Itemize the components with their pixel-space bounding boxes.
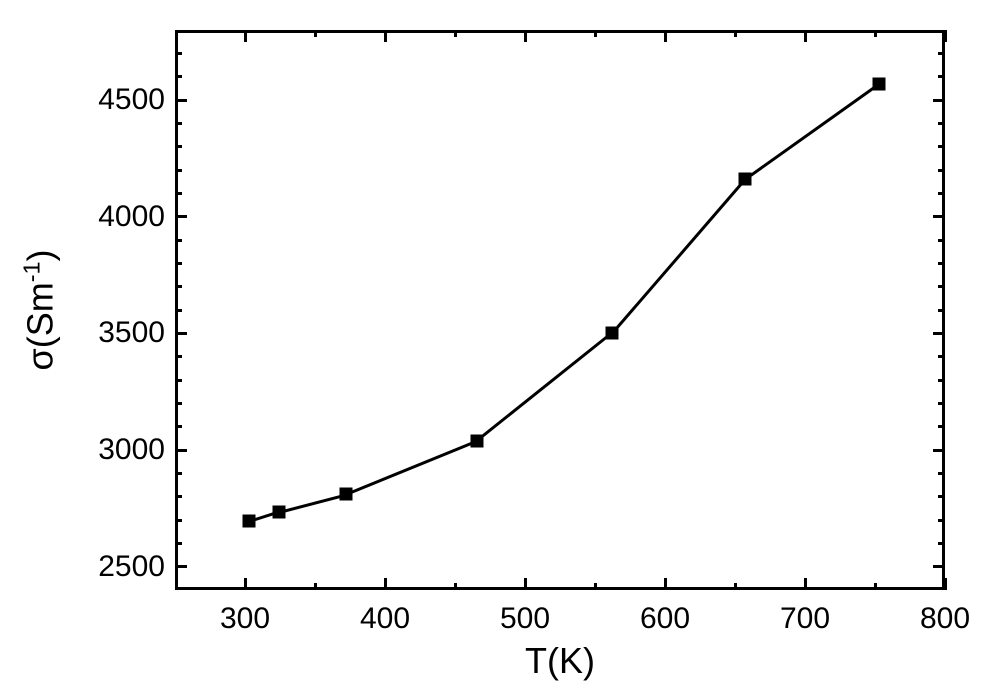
y-tick-label: 4000 xyxy=(85,200,165,234)
axis-tick xyxy=(804,578,807,590)
axis-tick xyxy=(664,578,667,590)
axis-tick xyxy=(175,99,187,102)
axis-tick xyxy=(175,192,182,195)
x-axis-label: T(K) xyxy=(525,640,595,682)
axis-tick xyxy=(933,565,945,568)
axis-tick xyxy=(938,169,945,172)
x-tick-label: 500 xyxy=(500,602,550,636)
axis-tick xyxy=(384,578,387,590)
axis-tick xyxy=(314,583,317,590)
axis-tick xyxy=(244,578,247,590)
axis-tick xyxy=(938,379,945,382)
axis-tick xyxy=(933,332,945,335)
axis-tick xyxy=(938,145,945,148)
axis-tick xyxy=(175,169,182,172)
axis-tick xyxy=(938,355,945,358)
axis-tick xyxy=(938,262,945,265)
axis-tick xyxy=(175,402,182,405)
axis-tick xyxy=(734,30,737,37)
axis-tick xyxy=(175,309,182,312)
x-tick-label: 300 xyxy=(220,602,270,636)
plot-area xyxy=(175,30,945,590)
y-label-part: ) xyxy=(20,249,61,261)
axis-tick xyxy=(175,52,182,55)
axis-tick xyxy=(938,495,945,498)
axis-tick xyxy=(938,239,945,242)
axis-tick xyxy=(933,215,945,218)
axis-tick xyxy=(524,30,527,42)
data-point-marker xyxy=(272,505,285,518)
axis-tick xyxy=(938,402,945,405)
x-tick-label: 600 xyxy=(640,602,690,636)
axis-tick xyxy=(664,30,667,42)
axis-tick xyxy=(874,30,877,37)
axis-tick xyxy=(938,425,945,428)
axis-tick xyxy=(175,285,182,288)
axis-tick xyxy=(874,583,877,590)
axis-tick xyxy=(175,332,187,335)
y-tick-label: 2500 xyxy=(85,550,165,584)
data-point-marker xyxy=(471,434,484,447)
axis-tick xyxy=(938,472,945,475)
y-tick-label: 3500 xyxy=(85,316,165,350)
axis-tick xyxy=(175,122,182,125)
axis-tick xyxy=(944,578,947,590)
axis-tick xyxy=(454,30,457,37)
axis-tick xyxy=(175,145,182,148)
axis-tick xyxy=(175,262,182,265)
y-label-sup: -1 xyxy=(19,261,45,282)
axis-tick xyxy=(175,215,187,218)
axis-tick xyxy=(175,495,182,498)
axis-tick xyxy=(938,309,945,312)
axis-tick xyxy=(938,122,945,125)
axis-tick xyxy=(938,192,945,195)
axis-tick xyxy=(594,30,597,37)
axis-tick xyxy=(944,30,947,42)
data-point-marker xyxy=(339,488,352,501)
axis-tick xyxy=(938,542,945,545)
axis-tick xyxy=(524,578,527,590)
axis-tick xyxy=(314,30,317,37)
axis-tick xyxy=(175,75,182,78)
axis-tick xyxy=(175,542,182,545)
data-point-marker xyxy=(605,327,618,340)
axis-tick xyxy=(175,379,182,382)
axis-tick xyxy=(175,519,182,522)
x-tick-label: 800 xyxy=(920,602,970,636)
axis-tick xyxy=(175,472,182,475)
y-label-part: σ(Sm xyxy=(20,282,61,370)
y-tick-label: 3000 xyxy=(85,433,165,467)
data-point-marker xyxy=(738,173,751,186)
axis-tick xyxy=(594,583,597,590)
axis-tick xyxy=(804,30,807,42)
axis-tick xyxy=(244,30,247,42)
y-axis-label: σ(Sm-1) xyxy=(19,249,62,370)
axis-tick xyxy=(933,99,945,102)
y-tick-label: 4500 xyxy=(85,83,165,117)
axis-tick xyxy=(175,449,187,452)
axis-tick xyxy=(734,583,737,590)
axis-tick xyxy=(938,52,945,55)
data-point-marker xyxy=(873,77,886,90)
axis-tick xyxy=(938,519,945,522)
axis-tick xyxy=(175,425,182,428)
x-tick-label: 700 xyxy=(780,602,830,636)
data-point-marker xyxy=(243,515,256,528)
x-tick-label: 400 xyxy=(360,602,410,636)
axis-tick xyxy=(175,239,182,242)
chart-figure: 300 400 500 600 700 800 2500 3000 3500 4000 4500 T… xyxy=(0,0,1000,697)
axis-tick xyxy=(938,75,945,78)
axis-tick xyxy=(175,565,187,568)
axis-tick xyxy=(933,449,945,452)
axis-tick xyxy=(175,355,182,358)
axis-tick xyxy=(938,285,945,288)
axis-tick xyxy=(384,30,387,42)
axis-tick xyxy=(454,583,457,590)
